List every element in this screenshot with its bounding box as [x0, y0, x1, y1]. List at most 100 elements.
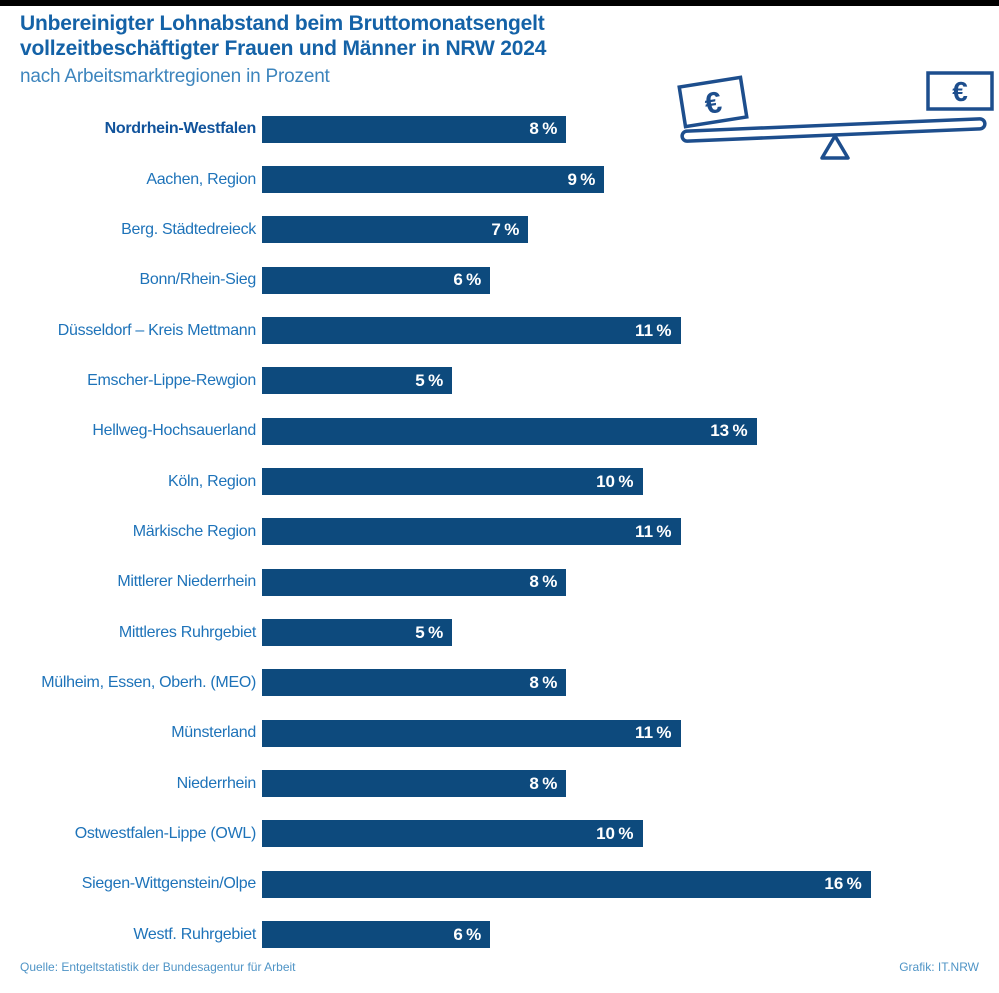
bar: 6 % — [262, 921, 491, 949]
value-label: 16 % — [824, 874, 862, 894]
value-label: 8 % — [529, 119, 558, 139]
bar-track: 11 % — [262, 317, 979, 345]
value-label: 7 % — [491, 219, 520, 239]
bar: 7 % — [262, 216, 529, 244]
category-label: Aachen, Region — [146, 170, 256, 188]
title-line-2: vollzeitbeschäftigter Frauen und Männer … — [20, 37, 547, 60]
category-label: Nordrhein-Westfalen — [104, 120, 257, 138]
bar: 13 % — [262, 417, 757, 445]
bar-track: 13 % — [262, 417, 979, 445]
category-label: Berg. Städtedreieck — [121, 220, 256, 238]
bar-track: 9 % — [262, 166, 979, 194]
value-label: 8 % — [529, 572, 558, 592]
value-label: 13 % — [710, 421, 748, 441]
category-label: Mülheim, Essen, Oberh. (MEO) — [41, 673, 256, 691]
chart-header: Unbereinigter Lohnabstand beim Bruttomon… — [20, 11, 546, 88]
category-label: Münsterland — [171, 724, 256, 742]
value-label: 5 % — [415, 622, 444, 642]
bar-track: 5 % — [262, 367, 979, 395]
bar-track: 8 % — [262, 115, 979, 143]
bar: 11 % — [262, 317, 681, 345]
bar: 9 % — [262, 166, 605, 194]
chart-row: Mittleres Ruhrgebiet 5 % — [20, 607, 979, 657]
bar-track: 5 % — [262, 619, 979, 647]
category-label: Bonn/Rhein-Sieg — [139, 271, 257, 289]
category-label: Köln, Region — [167, 472, 256, 490]
bar: 8 % — [262, 770, 567, 798]
bar-track: 8 % — [262, 770, 979, 798]
bar: 8 % — [262, 115, 567, 143]
value-label: 8 % — [529, 773, 558, 793]
bar-track: 11 % — [262, 518, 979, 546]
chart-row: Aachen, Region 9 % — [20, 154, 979, 204]
category-label: Siegen-Wittgenstein/Olpe — [81, 875, 257, 893]
value-label: 8 % — [529, 672, 558, 692]
chart-row: Düsseldorf – Kreis Mettmann 11 % — [20, 305, 979, 355]
bar-track: 7 % — [262, 216, 979, 244]
category-label: Westf. Ruhrgebiet — [133, 925, 256, 943]
bar: 8 % — [262, 669, 567, 697]
svg-text:€: € — [952, 76, 968, 107]
category-label: Märkische Region — [132, 522, 257, 540]
page-subtitle: nach Arbeitsmarktregionen in Prozent — [20, 66, 330, 87]
euro-banknote-left: € — [677, 75, 749, 129]
chart-row: Märkische Region 11 % — [20, 507, 979, 557]
chart-row: Emscher-Lippe-Rewgion 5 % — [20, 356, 979, 406]
category-label: Mittleres Ruhrgebiet — [118, 623, 256, 641]
bar-track: 16 % — [262, 870, 979, 898]
title-line-1: Unbereinigter Lohnabstand beim Bruttomon… — [20, 12, 545, 35]
chart-row: Niederrhein 8 % — [20, 758, 979, 808]
value-label: 5 % — [415, 370, 444, 390]
bar: 6 % — [262, 266, 491, 294]
category-label: Mittlerer Niederrhein — [117, 573, 256, 591]
bar-track: 6 % — [262, 921, 979, 949]
bar-chart: Nordrhein-Westfalen 8 % Aachen, Region 9 % B… — [20, 104, 979, 960]
chart-footer: Quelle: Entgeltstatistik der Bundesagent… — [20, 960, 979, 974]
bar: 5 % — [262, 619, 453, 647]
bar-track: 11 % — [262, 719, 979, 747]
top-border-strip — [0, 0, 999, 6]
value-label: 10 % — [596, 471, 634, 491]
category-label: Emscher-Lippe-Rewgion — [87, 371, 256, 389]
bar: 8 % — [262, 568, 567, 596]
chart-row: Westf. Ruhrgebiet 6 % — [20, 910, 979, 960]
bar-track: 8 % — [262, 568, 979, 596]
seesaw-icon-svg: € € — [677, 71, 994, 160]
chart-row: Köln, Region 10 % — [20, 456, 979, 506]
value-label: 6 % — [453, 924, 482, 944]
bar-track: 6 % — [262, 266, 979, 294]
value-label: 6 % — [453, 270, 482, 290]
svg-text:€: € — [702, 86, 724, 121]
chart-row: Mittlerer Niederrhein 8 % — [20, 557, 979, 607]
category-label: Ostwestfalen-Lippe (OWL) — [74, 824, 257, 842]
category-label: Niederrhein — [176, 774, 257, 792]
credit-note: Grafik: IT.NRW — [899, 960, 979, 974]
chart-row: Nordrhein-Westfalen 8 % — [20, 104, 979, 154]
chart-row: Bonn/Rhein-Sieg 6 % — [20, 255, 979, 305]
value-label: 11 % — [635, 521, 672, 541]
bar: 16 % — [262, 870, 871, 898]
value-label: 10 % — [596, 823, 634, 843]
euro-banknote-right: € — [926, 71, 994, 111]
bar: 10 % — [262, 820, 643, 848]
bar-track: 8 % — [262, 669, 979, 697]
chart-row: Mülheim, Essen, Oberh. (MEO) 8 % — [20, 658, 979, 708]
chart-row: Berg. Städtedreieck 7 % — [20, 205, 979, 255]
category-label: Düsseldorf – Kreis Mettmann — [57, 321, 257, 339]
bar: 11 % — [262, 719, 681, 747]
page-title: Unbereinigter Lohnabstand beim Bruttomon… — [20, 11, 546, 61]
bar: 11 % — [262, 518, 681, 546]
chart-row: Hellweg-Hochsauerland 13 % — [20, 406, 979, 456]
value-label: 11 % — [635, 723, 672, 743]
fulcrum-triangle — [820, 134, 850, 160]
bar-track: 10 % — [262, 468, 979, 496]
value-label: 9 % — [567, 169, 596, 189]
source-note: Quelle: Entgeltstatistik der Bundesagent… — [20, 960, 296, 974]
chart-row: Siegen-Wittgenstein/Olpe 16 % — [20, 859, 979, 909]
chart-row: Münsterland 11 % — [20, 708, 979, 758]
category-label: Hellweg-Hochsauerland — [92, 422, 256, 440]
bar: 10 % — [262, 468, 643, 496]
value-label: 11 % — [635, 320, 672, 340]
chart-row: Ostwestfalen-Lippe (OWL) 10 % — [20, 809, 979, 859]
balance-scale-euro-icon: € € — [672, 70, 997, 165]
